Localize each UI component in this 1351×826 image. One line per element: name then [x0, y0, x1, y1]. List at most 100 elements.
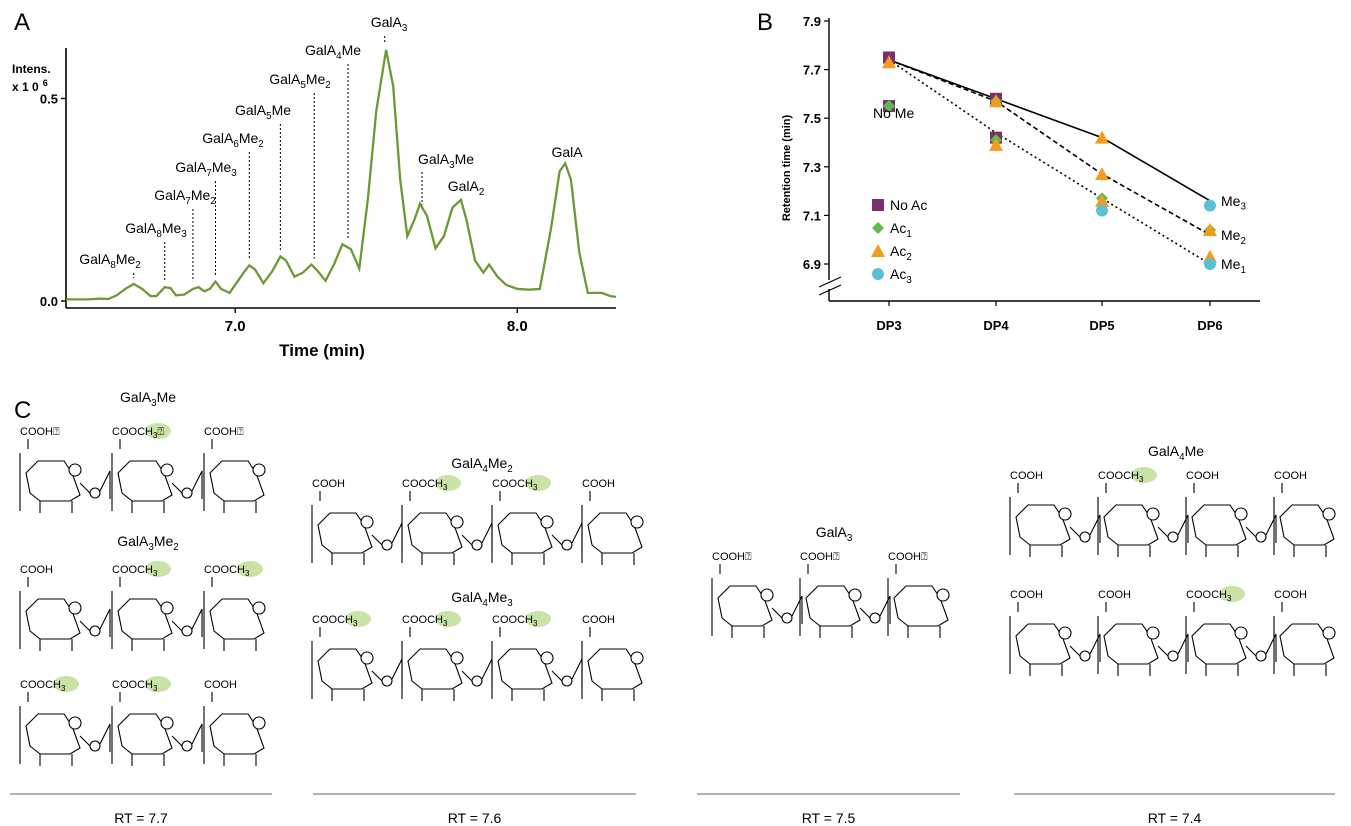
group-text: CH: [517, 478, 533, 490]
text-run: GalA: [451, 589, 483, 605]
subscript: 5: [266, 111, 272, 122]
glycosidic-bond: [1069, 645, 1081, 657]
group-text: COO: [402, 478, 428, 490]
sugar-ring: [491, 505, 554, 565]
carboxyl-group: COOCH3: [204, 564, 250, 578]
carboxyl-group: COOCH3: [112, 564, 158, 578]
glycosidic-bond: [859, 607, 871, 619]
b-y-tick-label: 7.3: [803, 160, 821, 175]
subscript: 2: [479, 187, 484, 198]
subscript: 2: [507, 464, 512, 475]
subscript: 3: [353, 619, 358, 628]
sugar-ring: [203, 591, 266, 651]
subscript: 3: [402, 23, 408, 34]
ring-oxygen: [252, 601, 266, 615]
text-run: Ac: [890, 243, 906, 259]
sugar-ring: [581, 505, 644, 565]
glycosidic-bond: [1089, 514, 1101, 543]
peak-label-galA8Me2: GalA8Me2: [79, 251, 140, 271]
point-triangle: [882, 55, 896, 69]
glycosidic-bond: [79, 735, 91, 747]
group-text: COO: [1186, 589, 1212, 601]
ring-oxygen: [848, 588, 862, 602]
glycosidic-bond: [1245, 526, 1257, 538]
text-run: GalA: [125, 220, 157, 236]
glycosidic-oxygen: [1255, 650, 1267, 662]
text-run: Me: [116, 251, 136, 267]
ring-oxygen: [1146, 626, 1160, 640]
text-run: Me: [1221, 193, 1241, 209]
sugar-ring: [19, 453, 82, 513]
methyl-highlight: [1219, 586, 1245, 602]
methyl-highlight: [145, 423, 171, 439]
ring-oxygen: [450, 651, 464, 665]
ring-outline: [717, 585, 773, 627]
molecule-label: GalA4Me: [1148, 443, 1204, 463]
ring-oxygen: [540, 651, 554, 665]
text-run: Ac: [890, 220, 906, 236]
methyl-highlight: [53, 676, 79, 692]
glycosidic-oxygen: [1167, 650, 1179, 662]
carboxyl-group: COOCH3: [492, 614, 538, 628]
glycosidic-oxygen: [89, 487, 101, 499]
subscript: 2: [1240, 236, 1245, 247]
glycosidic-bond: [99, 470, 111, 499]
b-y-tick-label: 7.9: [803, 14, 821, 29]
group-text: COO: [112, 679, 138, 691]
ring-oxygen: [160, 601, 174, 615]
sugar-ring: [203, 706, 266, 766]
glycosidic-bond: [171, 482, 183, 494]
peak-label-galA4Me: GalA4Me: [305, 42, 361, 62]
carboxyl-group: COOH: [582, 614, 615, 626]
ring-oxygen: [630, 651, 644, 665]
group-text: CH: [337, 614, 353, 626]
carboxyl-group: COOH: [1010, 589, 1043, 601]
methyl-highlight: [145, 676, 171, 692]
carboxyl-group: COOH: [582, 478, 615, 490]
subscript: 3: [148, 542, 154, 553]
rt-label: RT = 7.4: [1148, 810, 1202, 826]
group-text: COO: [402, 614, 428, 626]
text-run: GalA: [175, 159, 207, 175]
glycosidic-bond: [1157, 645, 1169, 657]
glycosidic-bond: [1069, 526, 1081, 538]
ring-oxygen: [1146, 507, 1160, 521]
text-run: Me: [455, 151, 475, 167]
text-run: No Ac: [890, 197, 927, 213]
glycosidic-bond: [1177, 633, 1189, 662]
b-x-tick-label: DP3: [876, 318, 901, 333]
chromatogram-trace: [66, 49, 617, 301]
sugar-ring: [111, 706, 174, 766]
subscript: 5: [300, 80, 306, 91]
group-text: ⍰: [157, 426, 164, 438]
text-run: Me: [342, 42, 362, 58]
subscript: 6: [233, 139, 239, 150]
ring-oxygen: [68, 716, 82, 730]
glycosidic-bond: [171, 620, 183, 632]
ring-oxygen: [1058, 507, 1072, 521]
carboxyl-group: COOCH3: [402, 478, 448, 492]
ring-outline: [497, 512, 553, 554]
ring-outline: [117, 598, 173, 640]
sugar-ring: [491, 641, 554, 701]
y-axis-label-line1: Intens.: [12, 62, 51, 76]
sugar-ring: [1185, 616, 1248, 676]
group-text: CH: [517, 614, 533, 626]
legend-label: Ac3: [890, 266, 912, 286]
group-text: COO: [492, 614, 518, 626]
text-run: Me: [239, 130, 259, 146]
ring-oxygen: [360, 651, 374, 665]
group-text: CH: [45, 679, 61, 691]
ring-outline: [209, 460, 265, 502]
subscript: 3: [151, 398, 157, 409]
peak-label-galA5Me2: GalA5Me2: [269, 71, 330, 91]
molecule-label: GalA4Me2: [451, 455, 512, 475]
subscript: 3: [507, 598, 513, 609]
text-run: GalA: [816, 524, 848, 540]
legend-marker-circle: [872, 268, 884, 280]
glycosidic-bond: [371, 670, 383, 682]
glycosidic-bond: [191, 723, 203, 752]
subscript: 2: [135, 260, 140, 271]
group-text: CH: [427, 478, 443, 490]
sugar-ring: [887, 578, 950, 638]
